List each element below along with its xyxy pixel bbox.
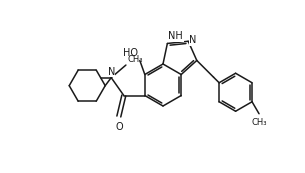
Text: N: N	[189, 35, 197, 45]
Text: NH: NH	[168, 31, 183, 42]
Text: O: O	[115, 121, 123, 131]
Text: N: N	[108, 67, 115, 77]
Text: CH₃: CH₃	[128, 55, 143, 64]
Text: HO: HO	[123, 48, 138, 57]
Text: CH₃: CH₃	[251, 118, 267, 127]
